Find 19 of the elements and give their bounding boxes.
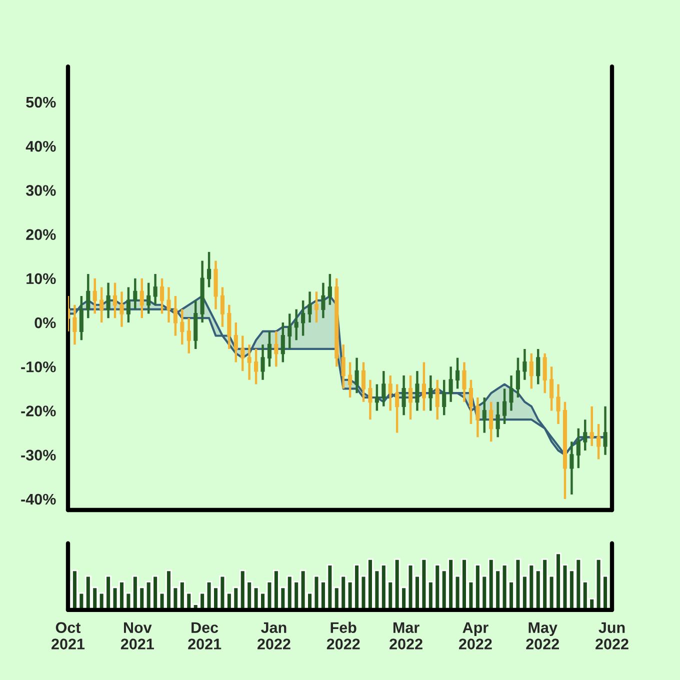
y-tick-label: 0% — [34, 317, 56, 328]
y-tick-label: 20% — [26, 229, 56, 240]
x-tick-label: Dec 2021 — [188, 622, 222, 650]
y-tick-label: -10% — [21, 361, 56, 372]
y-tick-label: -30% — [21, 450, 56, 461]
y-tick-label: 30% — [26, 185, 56, 196]
x-tick-label: Jan 2022 — [257, 622, 290, 650]
y-tick-label: 10% — [26, 273, 56, 284]
y-tick-label: -40% — [21, 494, 56, 505]
x-tick-label: May 2022 — [526, 622, 559, 650]
y-tick-label: -20% — [21, 406, 56, 416]
y-tick-label: 50% — [26, 96, 56, 108]
x-tick-label: Apr 2022 — [458, 622, 492, 650]
x-tick-label: Feb 2022 — [326, 622, 360, 650]
x-tick-label: Oct 2021 — [52, 622, 85, 650]
x-tick-label: Nov 2021 — [120, 622, 154, 650]
y-tick-label: 40% — [26, 140, 56, 152]
x-tick-label: Mar 2022 — [390, 622, 422, 650]
x-tick-label: Jun 2022 — [596, 622, 628, 650]
